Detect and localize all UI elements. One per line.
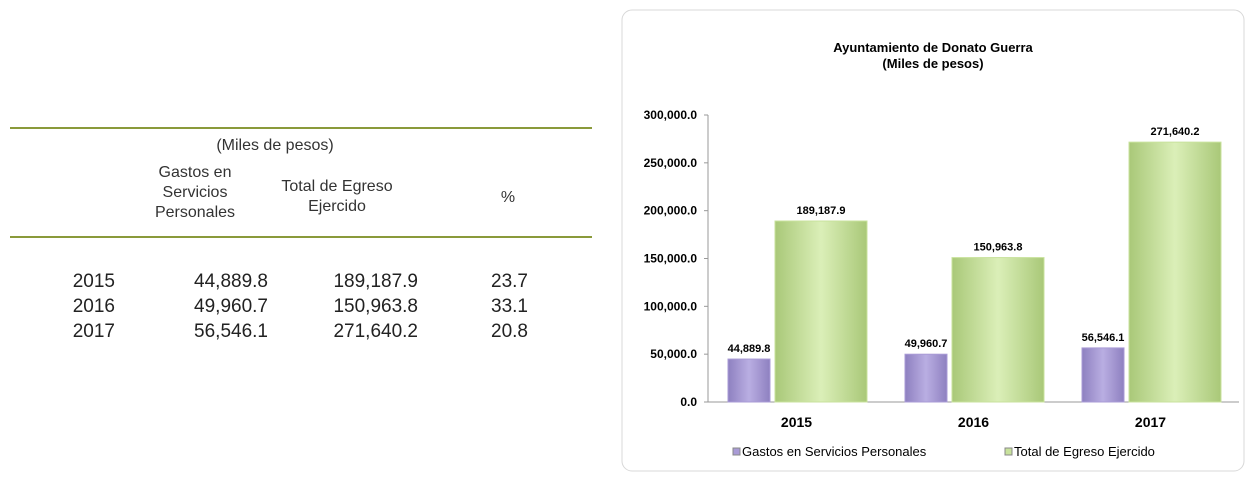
value-label: 150,963.8: [974, 242, 1023, 254]
y-tick-label: 150,000.0: [644, 252, 698, 266]
table-header: %: [500, 189, 516, 206]
table-cell: 56,546.1: [194, 321, 268, 342]
table-cell: 49,960.7: [194, 296, 268, 317]
legend-swatch: [1004, 447, 1013, 456]
chart-subtitle: (Miles de pesos): [882, 56, 983, 71]
bar: [904, 353, 948, 403]
bar: [727, 358, 771, 403]
y-tick-label: 0.0: [680, 395, 697, 409]
chart-title: Ayuntamiento de Donato Guerra: [833, 40, 1033, 55]
value-label: 271,640.2: [1151, 126, 1200, 138]
table-cell: 150,963.8: [333, 296, 418, 317]
table: (Miles de pesos) Gastos en Servicios Per…: [0, 0, 600, 479]
y-tick-label: 200,000.0: [644, 204, 698, 218]
x-tick-label: 2017: [1135, 414, 1166, 430]
x-tick-label: 2015: [781, 414, 812, 430]
table-cell: 271,640.2: [333, 321, 418, 342]
bar: [1128, 141, 1222, 403]
table-header: Total de Egreso Ejercido: [281, 178, 393, 215]
y-tick-label: 300,000.0: [644, 108, 698, 122]
legend-swatch: [732, 447, 741, 456]
bar: [1081, 347, 1125, 403]
table-cell: 189,187.9: [333, 271, 418, 292]
value-label: 189,187.9: [797, 205, 846, 217]
table-cell: 20.8: [491, 321, 528, 342]
bar: [774, 220, 868, 403]
legend-label: Total de Egreso Ejercido: [1014, 444, 1155, 459]
legend-label: Gastos en Servicios Personales: [742, 444, 927, 459]
table-cell: 2017: [72, 321, 115, 342]
x-tick-label: 2016: [958, 414, 989, 430]
table-rule: [10, 236, 592, 238]
value-label: 44,889.8: [728, 343, 771, 355]
y-tick-label: 250,000.0: [644, 156, 698, 170]
value-label: 56,546.1: [1082, 332, 1125, 344]
y-tick-label: 50,000.0: [650, 347, 697, 361]
table-caption: (Miles de pesos): [216, 137, 334, 154]
table-cell: 23.7: [491, 271, 528, 292]
table-cell: 33.1: [491, 296, 528, 317]
table-cell: 44,889.8: [194, 271, 268, 292]
table-rule: [10, 127, 592, 129]
bar: [951, 257, 1045, 403]
table-cell: 2015: [72, 271, 115, 292]
table-header: Gastos en Servicios Personales: [154, 164, 236, 221]
value-label: 49,960.7: [905, 338, 948, 350]
table-cell: 2016: [72, 296, 115, 317]
y-tick-label: 100,000.0: [644, 299, 698, 313]
